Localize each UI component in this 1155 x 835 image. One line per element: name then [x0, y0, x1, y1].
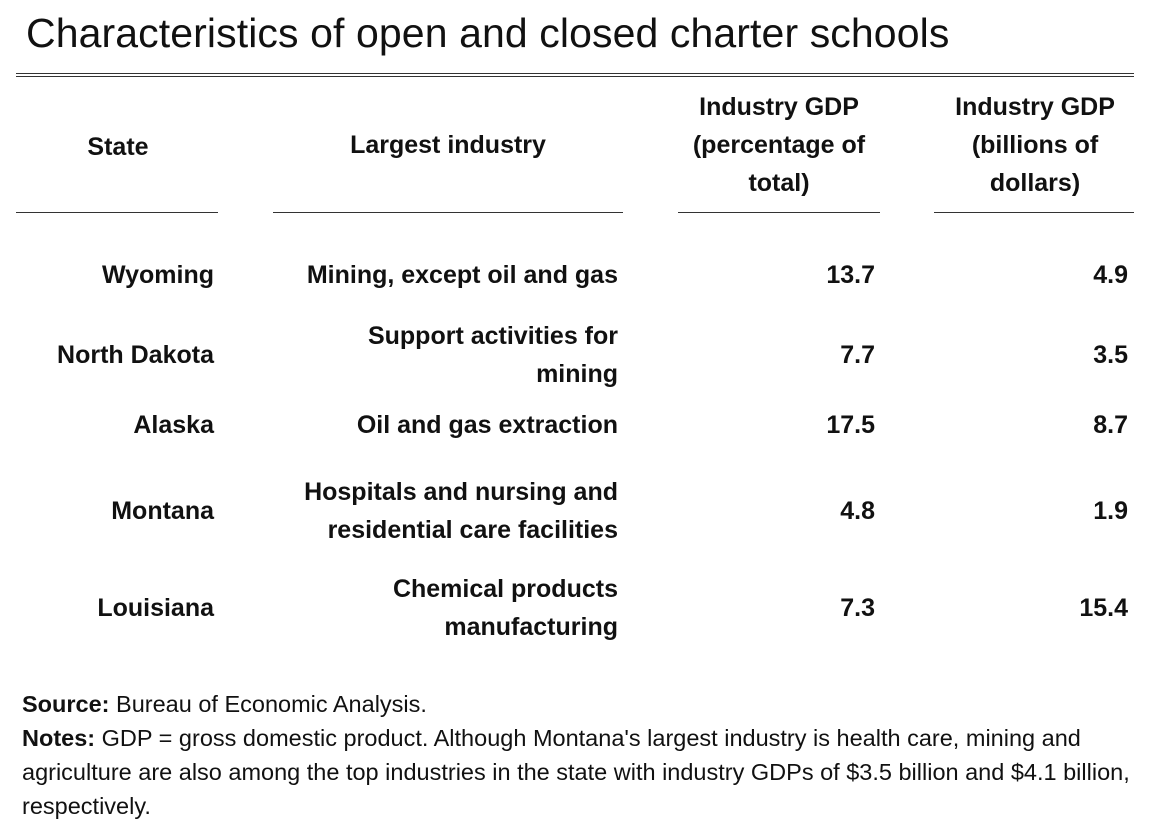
table-row-state: Wyoming: [101, 261, 214, 289]
notes-label: Notes:: [22, 725, 96, 751]
header-rule-state: [16, 212, 218, 213]
table-row-gdp-percentage: 7.7: [840, 341, 875, 369]
table-row-industry: Chemical products manufacturing: [260, 569, 618, 647]
table-row-gdp-percentage: 13.7: [826, 261, 875, 289]
industry-line: residential care facilities: [327, 516, 618, 544]
table-row-gdp-percentage: 7.3: [840, 594, 875, 622]
header-gdp-billions-line-1: Industry GDP: [955, 93, 1115, 121]
table-row-gdp-billions: 8.7: [1093, 411, 1128, 439]
table-footer: Source: Bureau of Economic Analysis. Not…: [22, 687, 1132, 823]
industry-line: manufacturing: [444, 613, 618, 641]
title-double-rule: [16, 73, 1134, 77]
table-row-state: Alaska: [133, 411, 214, 439]
industry-line: Oil and gas extraction: [356, 411, 618, 439]
table-row-state: Louisiana: [97, 594, 214, 622]
header-state-label: State: [87, 133, 149, 161]
source-text: Bureau of Economic Analysis.: [109, 691, 427, 717]
source-line: Source: Bureau of Economic Analysis.: [22, 687, 1132, 721]
header-gdp-billions-line-2: (billions of: [971, 131, 1099, 159]
header-gdp-percentage-line-2: (percentage of: [692, 131, 866, 159]
page-title: Characteristics of open and closed chart…: [26, 10, 950, 56]
header-gdp-percentage: Industry GDP (percentage of total): [670, 88, 888, 202]
header-rule-gdp-percentage: [678, 212, 880, 213]
table-row-state: North Dakota: [57, 341, 214, 369]
table-row-industry: Mining, except oil and gas: [260, 255, 618, 295]
header-gdp-percentage-line-3: total): [748, 169, 810, 197]
industry-line: Mining, except oil and gas: [306, 261, 618, 289]
table-row-gdp-percentage: 4.8: [840, 497, 875, 525]
industry-line: Support activities for: [367, 322, 618, 350]
header-state: State: [18, 128, 218, 166]
industry-line: Hospitals and nursing and: [304, 478, 618, 506]
table-row-industry: Oil and gas extraction: [260, 405, 618, 445]
table-row-gdp-billions: 15.4: [1079, 594, 1128, 622]
header-gdp-percentage-line-1: Industry GDP: [699, 93, 859, 121]
notes-text: GDP = gross domestic product. Although M…: [22, 725, 1130, 819]
table-row-gdp-billions: 1.9: [1093, 497, 1128, 525]
header-rule-industry: [273, 212, 623, 213]
table-row-industry: Hospitals and nursing and residential ca…: [260, 472, 618, 550]
header-industry: Largest industry: [274, 126, 622, 164]
table-row-industry: Support activities for mining: [260, 316, 618, 394]
notes-line: Notes: GDP = gross domestic product. Alt…: [22, 721, 1132, 823]
header-industry-label: Largest industry: [350, 131, 546, 159]
header-gdp-billions-line-3: dollars): [989, 169, 1081, 197]
industry-line: Chemical products: [392, 575, 618, 603]
table-row-state: Montana: [111, 497, 214, 525]
table-row-gdp-billions: 4.9: [1093, 261, 1128, 289]
table-row-gdp-billions: 3.5: [1093, 341, 1128, 369]
header-gdp-billions: Industry GDP (billions of dollars): [926, 88, 1144, 202]
industry-line: mining: [536, 360, 618, 388]
header-rule-gdp-billions: [934, 212, 1134, 213]
table-row-gdp-percentage: 17.5: [826, 411, 875, 439]
source-label: Source:: [22, 691, 110, 717]
